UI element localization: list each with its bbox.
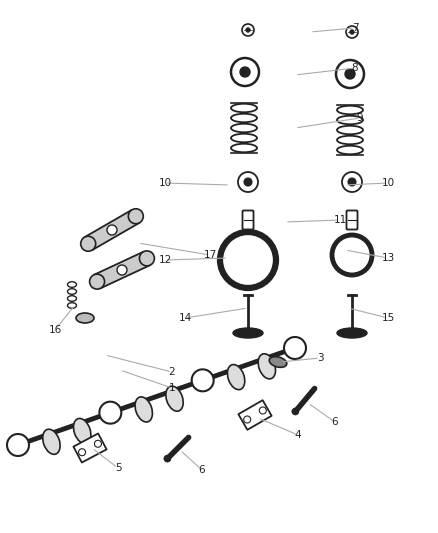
Circle shape <box>139 251 155 266</box>
Text: 13: 13 <box>381 253 395 263</box>
Ellipse shape <box>99 402 121 424</box>
Polygon shape <box>85 210 140 251</box>
Circle shape <box>164 455 171 462</box>
Ellipse shape <box>74 418 91 443</box>
Circle shape <box>95 440 102 447</box>
Text: 3: 3 <box>317 353 323 363</box>
Circle shape <box>117 265 127 275</box>
FancyBboxPatch shape <box>243 211 254 230</box>
Circle shape <box>244 416 251 423</box>
Circle shape <box>345 69 355 79</box>
Polygon shape <box>238 400 272 430</box>
Circle shape <box>292 408 299 415</box>
Text: 14: 14 <box>178 313 192 323</box>
Circle shape <box>259 407 266 414</box>
Circle shape <box>240 67 250 77</box>
Text: 12: 12 <box>159 255 172 265</box>
Circle shape <box>246 28 250 33</box>
Text: 10: 10 <box>159 178 172 188</box>
Circle shape <box>238 172 258 192</box>
Text: 6: 6 <box>199 465 205 475</box>
Circle shape <box>244 178 252 186</box>
Text: 17: 17 <box>203 250 217 260</box>
Text: 1: 1 <box>169 383 175 393</box>
Circle shape <box>90 274 105 289</box>
Circle shape <box>346 26 358 38</box>
Circle shape <box>350 30 354 34</box>
Ellipse shape <box>135 397 152 422</box>
FancyBboxPatch shape <box>346 211 357 230</box>
Circle shape <box>81 236 95 251</box>
Circle shape <box>78 449 85 456</box>
Text: 8: 8 <box>352 63 358 73</box>
Ellipse shape <box>76 313 94 323</box>
Text: 11: 11 <box>333 215 346 225</box>
Ellipse shape <box>284 337 306 359</box>
Text: 9: 9 <box>357 113 363 123</box>
Circle shape <box>231 58 259 86</box>
Circle shape <box>336 60 364 88</box>
Circle shape <box>342 172 362 192</box>
Ellipse shape <box>43 429 60 454</box>
Ellipse shape <box>227 365 245 390</box>
Ellipse shape <box>269 357 287 367</box>
Text: 16: 16 <box>48 325 62 335</box>
Text: 6: 6 <box>332 417 338 427</box>
Polygon shape <box>94 252 150 288</box>
Ellipse shape <box>192 369 214 391</box>
Text: 15: 15 <box>381 313 395 323</box>
Text: 7: 7 <box>352 23 358 33</box>
Text: 10: 10 <box>381 178 395 188</box>
Circle shape <box>242 24 254 36</box>
Text: 2: 2 <box>169 367 175 377</box>
Text: 5: 5 <box>115 463 121 473</box>
Ellipse shape <box>258 354 276 379</box>
Circle shape <box>128 209 143 224</box>
Polygon shape <box>74 433 106 463</box>
Ellipse shape <box>166 386 183 411</box>
Ellipse shape <box>233 328 263 338</box>
Ellipse shape <box>7 434 29 456</box>
Text: 4: 4 <box>295 430 301 440</box>
Ellipse shape <box>337 328 367 338</box>
Circle shape <box>348 178 356 186</box>
Circle shape <box>107 225 117 235</box>
